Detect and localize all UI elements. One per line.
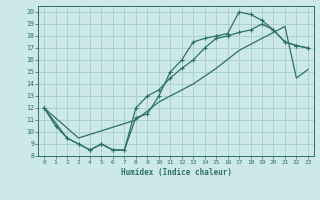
X-axis label: Humidex (Indice chaleur): Humidex (Indice chaleur): [121, 168, 231, 177]
